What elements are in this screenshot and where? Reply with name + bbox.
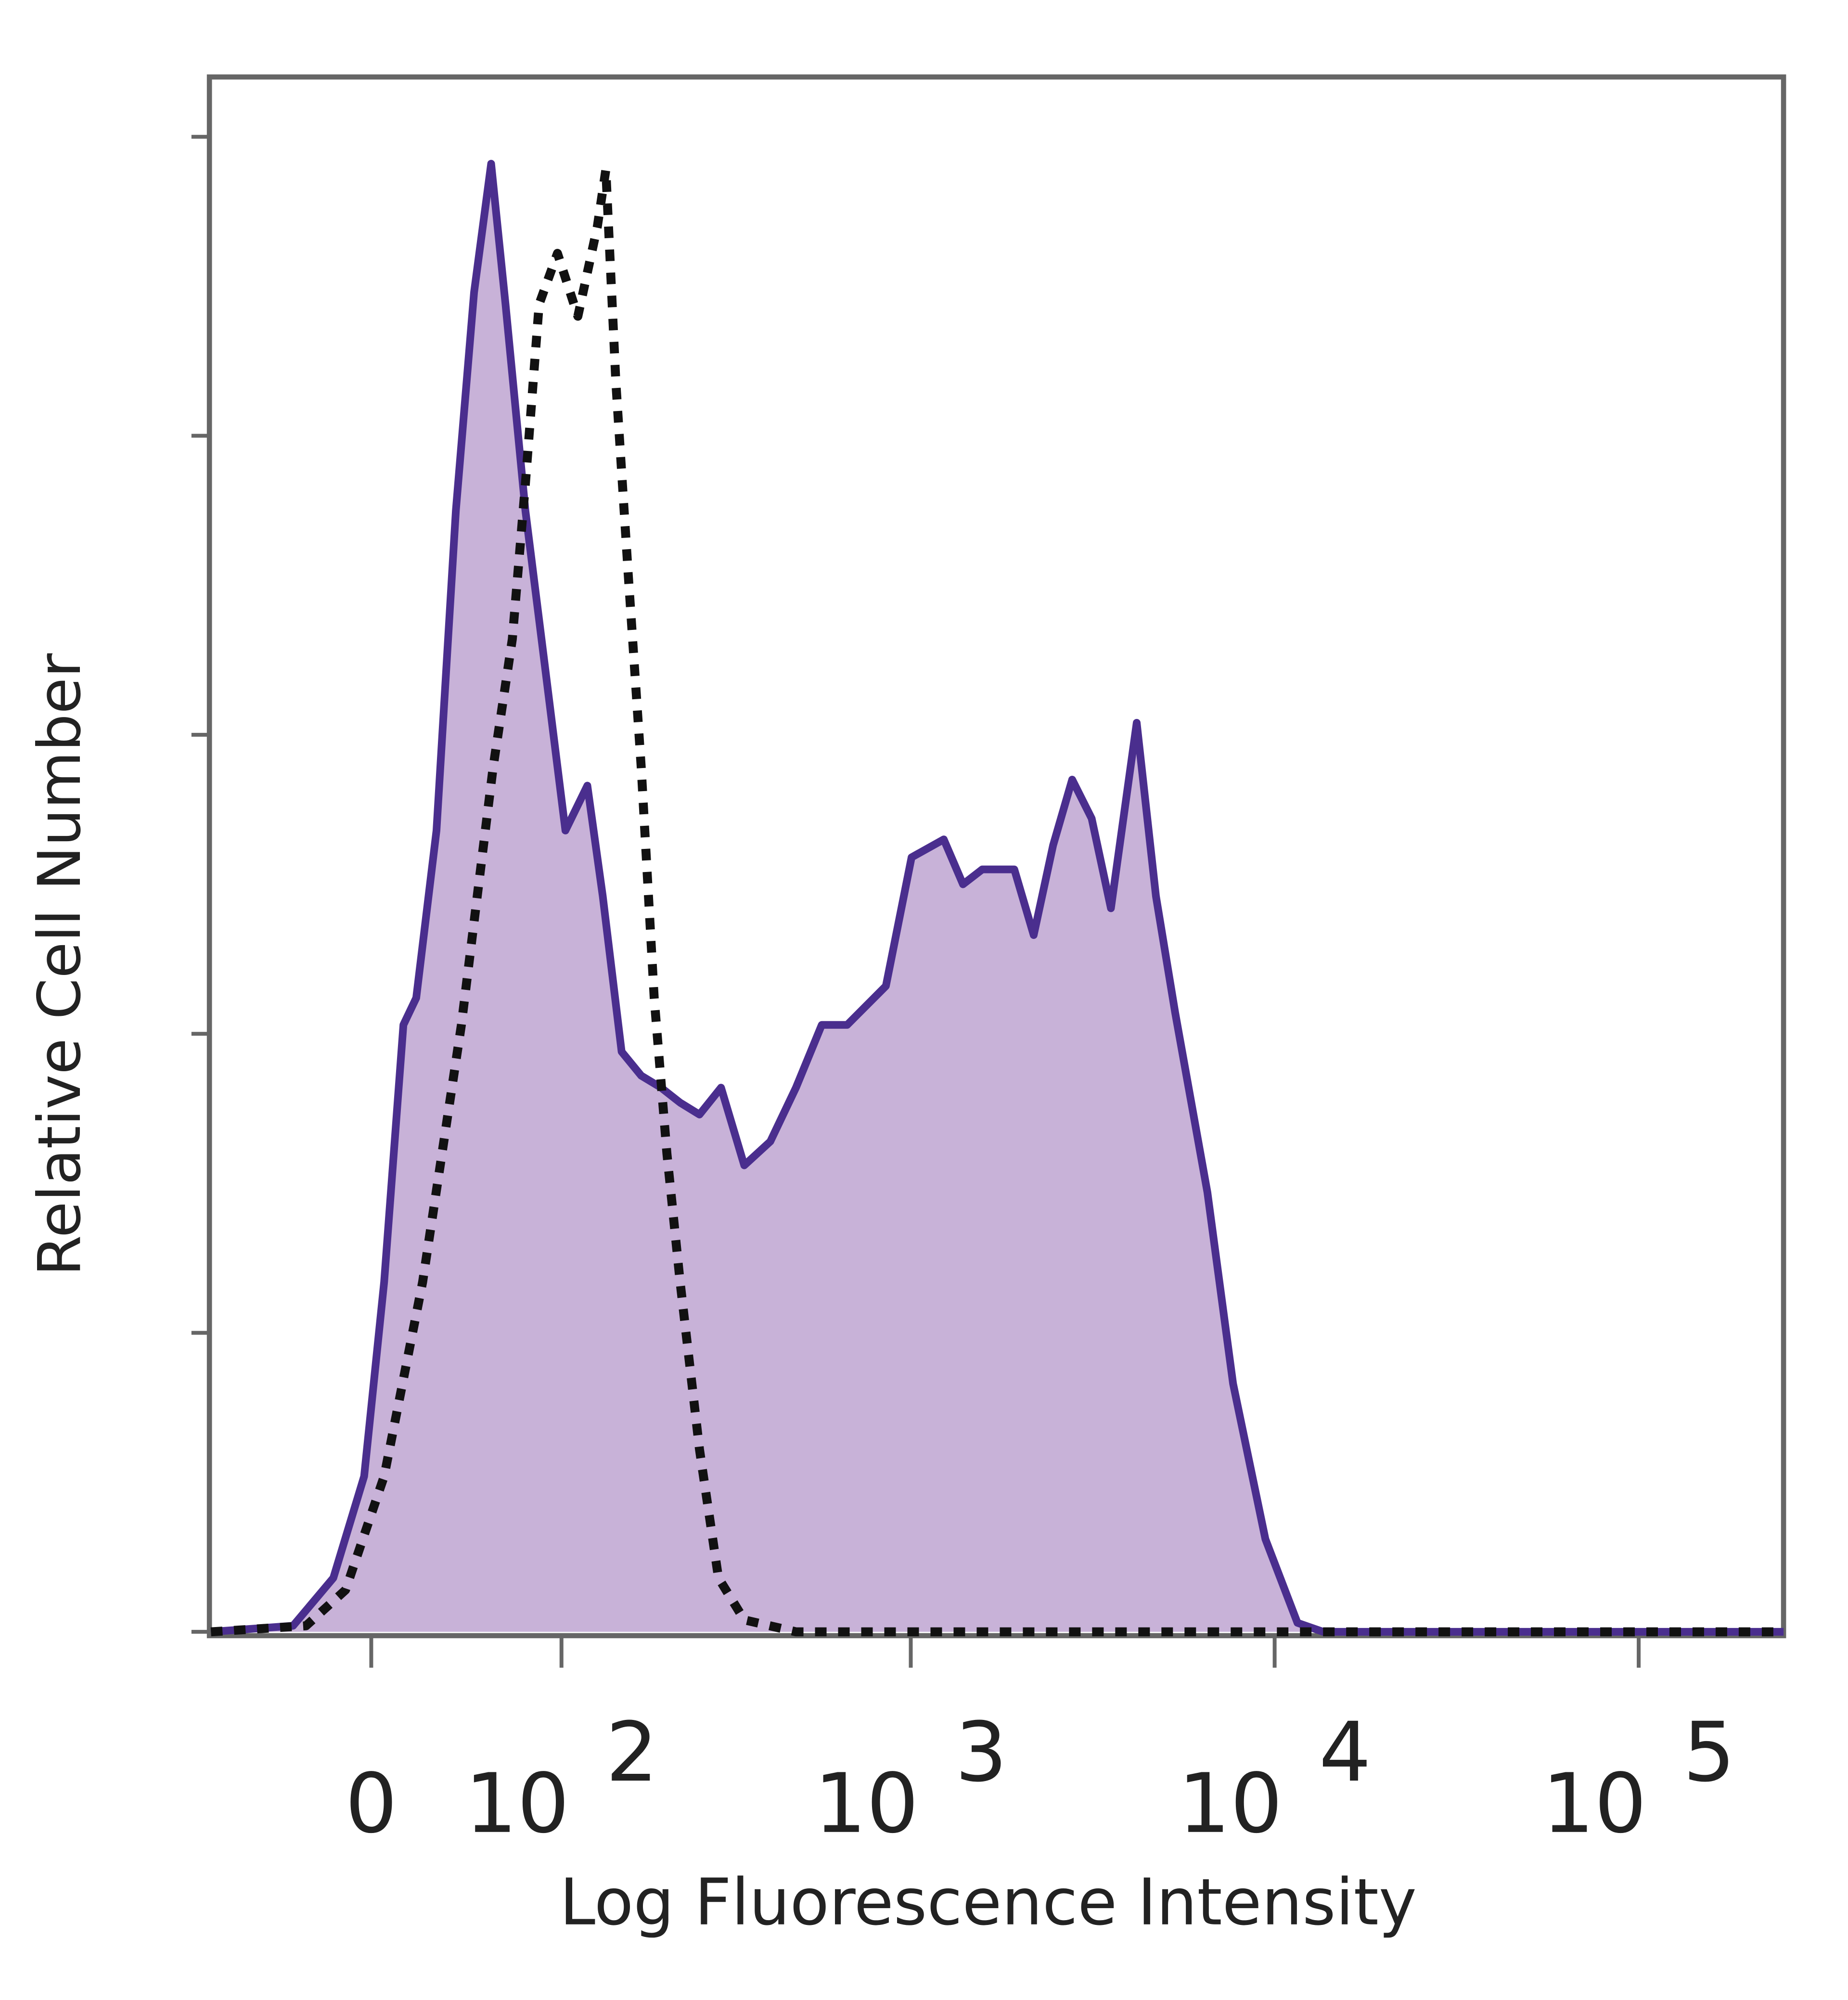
dotted-line (210, 165, 1784, 1637)
x-tick-label: 10 3 (814, 1705, 1007, 1852)
y-axis-label: Relative Cell Number (25, 653, 94, 1276)
x-tick-label: 10 2 (465, 1705, 658, 1852)
x-tick-label: 10 5 (1542, 1705, 1735, 1852)
x-tick-label: 10 4 (1178, 1705, 1371, 1852)
x-axis-label: Log Fluorescence Intensity (560, 1865, 1417, 1940)
plot-frame (206, 74, 1786, 1639)
area-fill (211, 164, 1784, 1632)
x-tick-label: 0 (345, 1756, 398, 1852)
line (210, 160, 1784, 1636)
